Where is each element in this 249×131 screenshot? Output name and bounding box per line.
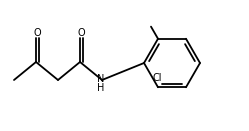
Text: Cl: Cl <box>152 73 162 83</box>
Text: N: N <box>97 74 105 84</box>
Text: H: H <box>97 83 105 93</box>
Text: O: O <box>34 28 41 38</box>
Text: O: O <box>78 28 85 38</box>
